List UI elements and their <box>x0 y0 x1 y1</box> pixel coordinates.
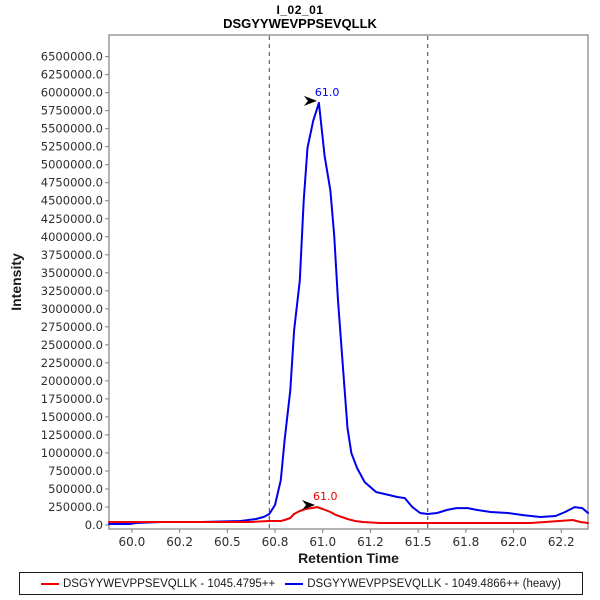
x-tick-label: 60.0 <box>119 535 146 549</box>
y-tick-label: 750000.0 <box>48 464 103 478</box>
legend-label-light-precursor: DSGYYWEVPPSEVQLLK - 1045.4795++ <box>62 577 276 590</box>
y-tick-label: 5000000.0 <box>41 158 103 172</box>
x-tick-label: 62.0 <box>500 535 527 549</box>
x-tick-label: 60.8 <box>262 535 289 549</box>
y-tick-label: 3250000.0 <box>41 284 103 298</box>
y-tick-label: 4000000.0 <box>41 230 103 244</box>
peak-arrow-icon <box>303 95 317 106</box>
x-tick-label: 61.8 <box>453 535 480 549</box>
chromatogram-trace[interactable] <box>108 506 589 524</box>
legend-swatch-red-line <box>40 582 59 585</box>
chart-subtitle: DSGYYWEVPPSEVQLLK <box>223 16 377 31</box>
legend-swatch-blue-line <box>285 582 304 585</box>
y-tick-label: 2000000.0 <box>41 374 103 388</box>
chromatogram-plot[interactable]: 0.0 250000.0 500000.0 750000.0 1000000.0 1250… <box>0 0 600 570</box>
y-tick-label: 2250000.0 <box>41 356 103 370</box>
y-tick-label: 250000.0 <box>48 500 103 514</box>
y-tick-label: 5500000.0 <box>41 122 103 136</box>
legend: DSGYYWEVPPSEVQLLK - 1045.4795++ DSGYYWEV… <box>19 572 583 595</box>
y-tick-label: 1000000.0 <box>41 446 103 460</box>
legend-item-light-precursor[interactable]: DSGYYWEVPPSEVQLLK - 1045.4795++ <box>40 577 276 590</box>
y-tick-label: 6500000.0 <box>41 50 103 64</box>
y-tick-label: 4250000.0 <box>41 212 103 226</box>
legend-label-heavy-precursor: DSGYYWEVPPSEVQLLK - 1049.4866++ (heavy) <box>307 577 561 590</box>
x-tick-label: 61.2 <box>357 535 384 549</box>
y-tick-label: 3750000.0 <box>41 248 103 262</box>
y-tick-label: 5250000.0 <box>41 140 103 154</box>
y-tick-label: 2750000.0 <box>41 320 103 334</box>
legend-item-heavy-precursor[interactable]: DSGYYWEVPPSEVQLLK - 1049.4866++ (heavy) <box>285 578 561 590</box>
x-axis-title: Retention Time <box>298 550 399 566</box>
y-tick-label: 0.0 <box>85 518 103 532</box>
y-tick-label: 1500000.0 <box>41 410 103 424</box>
peak-rt-annotation[interactable]: 61.0 <box>313 490 338 503</box>
y-tick-label: 500000.0 <box>48 482 103 496</box>
peak-arrow-icon <box>302 500 316 511</box>
y-tick-label: 3500000.0 <box>41 266 103 280</box>
y-tick-label: 4500000.0 <box>41 194 103 208</box>
y-tick-label: 6250000.0 <box>41 68 103 82</box>
x-tick-label: 62.2 <box>548 535 575 549</box>
y-tick-label: 1250000.0 <box>41 428 103 442</box>
chromatogram-trace[interactable] <box>108 101 589 525</box>
peak-rt-annotation[interactable]: 61.0 <box>315 86 340 99</box>
y-tick-label: 4750000.0 <box>41 176 103 190</box>
y-tick-label: 5750000.0 <box>41 104 103 118</box>
y-tick-label: 1750000.0 <box>41 392 103 406</box>
y-tick-label: 2500000.0 <box>41 338 103 352</box>
x-tick-label: 60.5 <box>214 535 241 549</box>
chart-title: I_02_01 <box>276 3 324 17</box>
x-tick-label: 61.5 <box>405 535 432 549</box>
y-tick-label: 3000000.0 <box>41 302 103 316</box>
x-tick-label: 61.0 <box>309 535 336 549</box>
plot-border <box>108 34 589 530</box>
x-tick-label: 60.2 <box>166 535 193 549</box>
y-tick-label: 6000000.0 <box>41 86 103 100</box>
